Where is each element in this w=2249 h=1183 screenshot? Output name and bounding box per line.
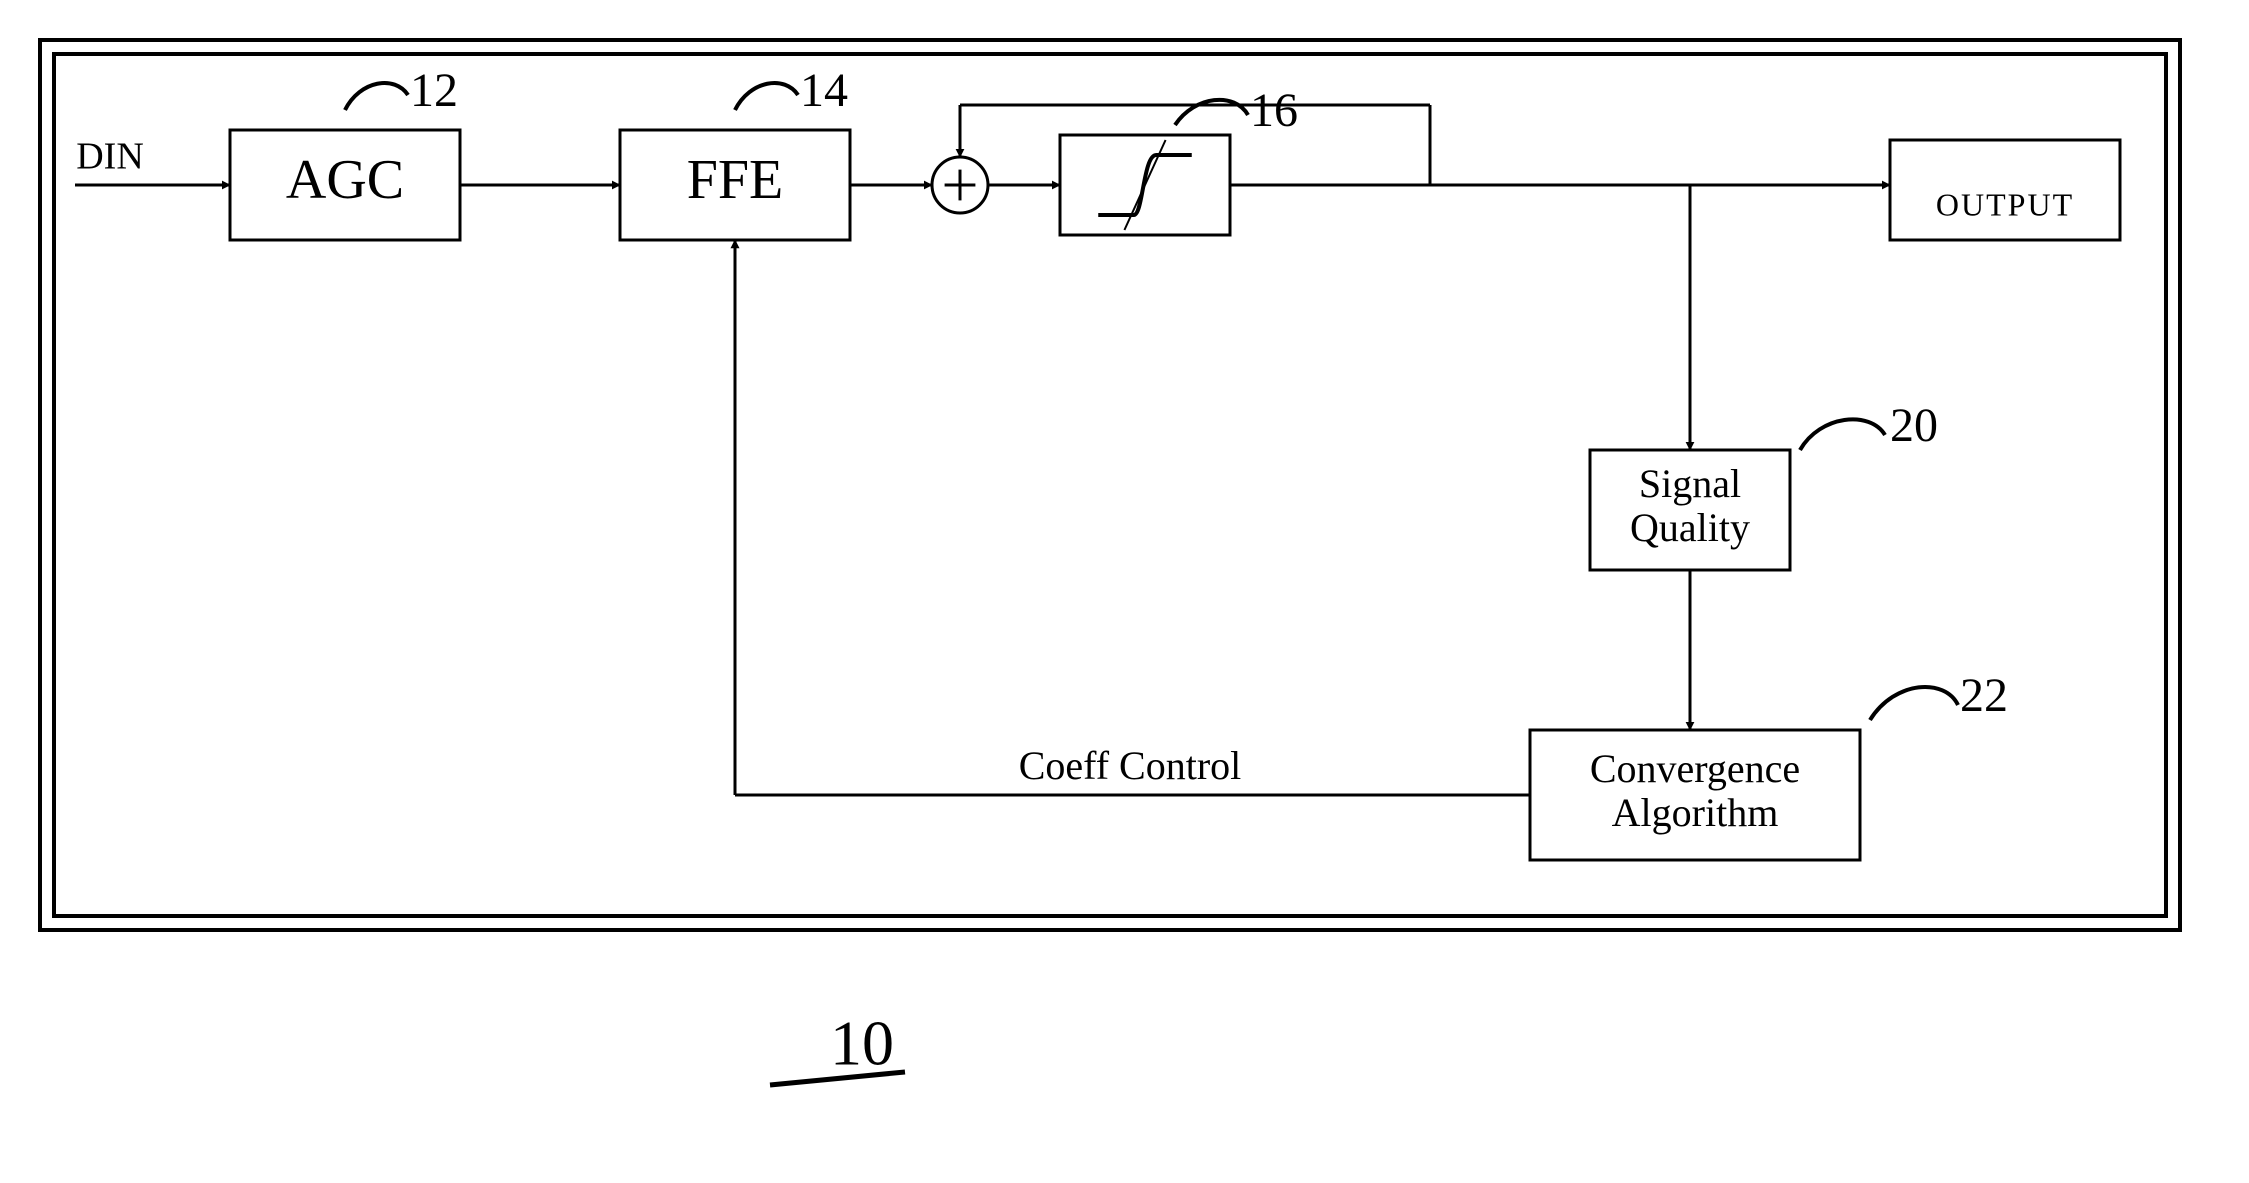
ref-r22: 22 bbox=[1960, 669, 2008, 722]
output-label: OUTPUT bbox=[1936, 186, 2074, 222]
conv-label-2: Algorithm bbox=[1612, 790, 1779, 835]
ref-r10: 10 bbox=[830, 1008, 894, 1079]
coeff-label: Coeff Control bbox=[1019, 743, 1242, 788]
ref-r12: 12 bbox=[410, 64, 458, 117]
ffe-label: FFE bbox=[687, 149, 784, 211]
din-label: DIN bbox=[76, 136, 144, 178]
ref-r20: 20 bbox=[1890, 399, 1938, 452]
conv-label-1: Convergence bbox=[1590, 746, 1800, 791]
ref-r16: 16 bbox=[1250, 84, 1298, 137]
ref-r14: 14 bbox=[800, 64, 848, 117]
agc-label: AGC bbox=[286, 149, 404, 211]
sq-label-1: Signal bbox=[1639, 461, 1741, 506]
sq-label-2: Quality bbox=[1630, 505, 1750, 550]
